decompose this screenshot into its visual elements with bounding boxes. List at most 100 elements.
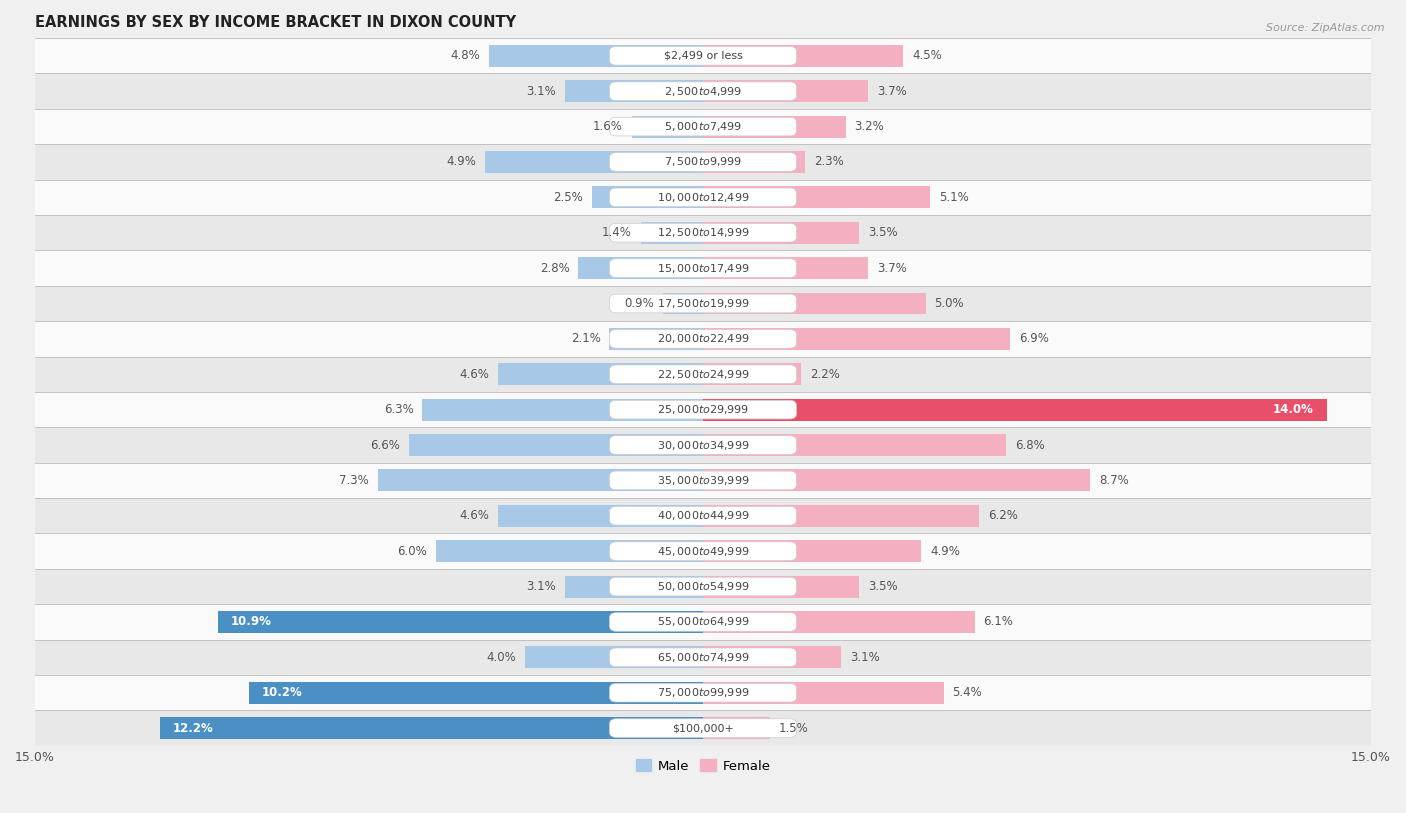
Bar: [35, 711, 1371, 746]
Text: 5.4%: 5.4%: [952, 686, 983, 699]
Text: $22,500 to $24,999: $22,500 to $24,999: [657, 367, 749, 380]
Text: 3.1%: 3.1%: [526, 85, 555, 98]
FancyBboxPatch shape: [609, 684, 797, 702]
Bar: [703, 222, 859, 244]
Bar: [703, 646, 841, 668]
FancyBboxPatch shape: [609, 365, 797, 384]
Bar: [35, 357, 1371, 392]
Text: 2.5%: 2.5%: [553, 191, 582, 204]
Bar: [703, 540, 921, 562]
Text: 10.2%: 10.2%: [262, 686, 302, 699]
Bar: [35, 392, 1371, 428]
Text: 3.2%: 3.2%: [855, 120, 884, 133]
FancyBboxPatch shape: [609, 329, 797, 348]
Text: 6.2%: 6.2%: [988, 509, 1018, 522]
Bar: [703, 363, 801, 385]
Text: 3.7%: 3.7%: [877, 85, 907, 98]
Text: $12,500 to $14,999: $12,500 to $14,999: [657, 226, 749, 239]
Text: 3.1%: 3.1%: [526, 580, 555, 593]
Bar: [662, 293, 703, 315]
Text: $35,000 to $39,999: $35,000 to $39,999: [657, 474, 749, 487]
Text: 6.1%: 6.1%: [984, 615, 1014, 628]
Bar: [703, 186, 931, 208]
Bar: [609, 328, 703, 350]
Bar: [35, 498, 1371, 533]
Text: $2,499 or less: $2,499 or less: [664, 50, 742, 61]
FancyBboxPatch shape: [609, 613, 797, 631]
Bar: [703, 293, 925, 315]
FancyBboxPatch shape: [609, 82, 797, 101]
FancyBboxPatch shape: [609, 577, 797, 596]
Text: $15,000 to $17,499: $15,000 to $17,499: [657, 262, 749, 275]
Text: $2,500 to $4,999: $2,500 to $4,999: [664, 85, 742, 98]
Bar: [35, 144, 1371, 180]
Text: 6.3%: 6.3%: [384, 403, 413, 416]
Bar: [35, 640, 1371, 675]
Text: 1.4%: 1.4%: [602, 226, 631, 239]
Bar: [378, 469, 703, 491]
Bar: [489, 45, 703, 67]
Text: Source: ZipAtlas.com: Source: ZipAtlas.com: [1267, 23, 1385, 33]
Text: 12.2%: 12.2%: [173, 722, 214, 735]
Bar: [35, 109, 1371, 144]
Bar: [409, 434, 703, 456]
Text: $20,000 to $22,499: $20,000 to $22,499: [657, 333, 749, 346]
Text: 3.5%: 3.5%: [868, 580, 897, 593]
Text: 14.0%: 14.0%: [1272, 403, 1313, 416]
Bar: [524, 646, 703, 668]
Text: 6.9%: 6.9%: [1019, 333, 1049, 346]
Bar: [498, 363, 703, 385]
Bar: [631, 115, 703, 137]
Bar: [641, 222, 703, 244]
Bar: [703, 469, 1091, 491]
Text: $55,000 to $64,999: $55,000 to $64,999: [657, 615, 749, 628]
Bar: [160, 717, 703, 739]
Bar: [703, 434, 1005, 456]
Bar: [703, 80, 868, 102]
Bar: [35, 321, 1371, 357]
Text: $5,000 to $7,499: $5,000 to $7,499: [664, 120, 742, 133]
Text: 4.6%: 4.6%: [460, 509, 489, 522]
FancyBboxPatch shape: [609, 117, 797, 136]
Text: 4.6%: 4.6%: [460, 367, 489, 380]
Text: 5.1%: 5.1%: [939, 191, 969, 204]
FancyBboxPatch shape: [609, 541, 797, 560]
Text: $40,000 to $44,999: $40,000 to $44,999: [657, 509, 749, 522]
Bar: [703, 45, 904, 67]
Text: 6.6%: 6.6%: [370, 438, 401, 451]
FancyBboxPatch shape: [609, 648, 797, 667]
Text: 2.1%: 2.1%: [571, 333, 600, 346]
Bar: [218, 611, 703, 633]
Text: 4.9%: 4.9%: [446, 155, 475, 168]
Bar: [703, 398, 1326, 420]
FancyBboxPatch shape: [609, 46, 797, 65]
Text: 6.8%: 6.8%: [1015, 438, 1045, 451]
Bar: [703, 505, 979, 527]
Bar: [565, 80, 703, 102]
Bar: [592, 186, 703, 208]
Text: $10,000 to $12,499: $10,000 to $12,499: [657, 191, 749, 204]
FancyBboxPatch shape: [609, 436, 797, 454]
Bar: [703, 151, 806, 173]
Bar: [703, 682, 943, 704]
Bar: [703, 115, 845, 137]
Legend: Male, Female: Male, Female: [630, 754, 776, 778]
Bar: [436, 540, 703, 562]
Text: 1.6%: 1.6%: [593, 120, 623, 133]
FancyBboxPatch shape: [609, 224, 797, 242]
Bar: [35, 463, 1371, 498]
Bar: [35, 428, 1371, 463]
Bar: [485, 151, 703, 173]
Bar: [249, 682, 703, 704]
Text: 4.0%: 4.0%: [486, 651, 516, 664]
Bar: [422, 398, 703, 420]
Text: 4.5%: 4.5%: [912, 50, 942, 63]
Text: 8.7%: 8.7%: [1099, 474, 1129, 487]
FancyBboxPatch shape: [609, 259, 797, 277]
Bar: [35, 73, 1371, 109]
Text: $75,000 to $99,999: $75,000 to $99,999: [657, 686, 749, 699]
Text: 10.9%: 10.9%: [231, 615, 271, 628]
Bar: [703, 576, 859, 598]
Bar: [565, 576, 703, 598]
Text: 3.7%: 3.7%: [877, 262, 907, 275]
